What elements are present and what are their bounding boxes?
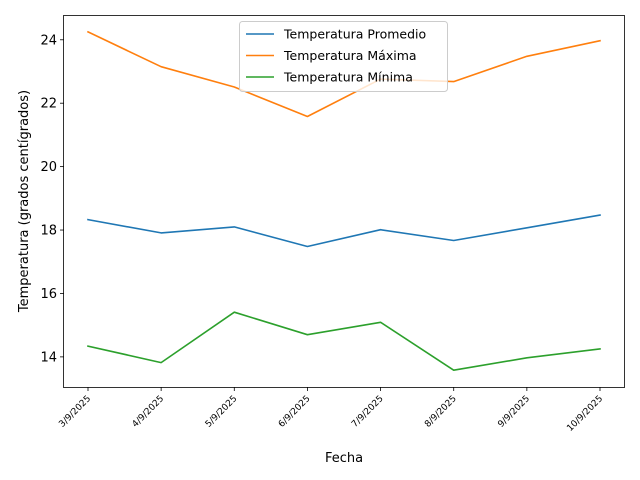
legend: Temperatura Promedio Temperatura Máxima Te… [239, 21, 448, 92]
y-axis: 14 16 18 20 22 24 [40, 33, 64, 365]
y-tick-label: 22 [40, 97, 57, 112]
y-tick-label: 18 [40, 224, 57, 239]
plot-frame [63, 15, 625, 388]
series-line-1 [86, 30, 601, 118]
legend-label: Temperatura Mínima [283, 70, 413, 85]
series-layer [86, 30, 601, 372]
series-line-0 [87, 214, 601, 248]
legend-label: Temperatura Promedio [283, 27, 426, 42]
x-axis-label: Fecha [325, 451, 363, 466]
legend-entries: Temperatura Promedio Temperatura Máxima Te… [246, 27, 426, 85]
legend-label: Temperatura Máxima [283, 48, 417, 63]
y-tick-label: 16 [40, 287, 57, 302]
series-line-2 [87, 311, 601, 372]
y-tick-label: 14 [40, 350, 57, 365]
legend-box [239, 21, 448, 92]
y-axis-label: Temperatura (grados centígrados) [17, 90, 32, 313]
y-tick-label: 20 [40, 160, 57, 175]
y-tick-label: 24 [40, 33, 57, 48]
